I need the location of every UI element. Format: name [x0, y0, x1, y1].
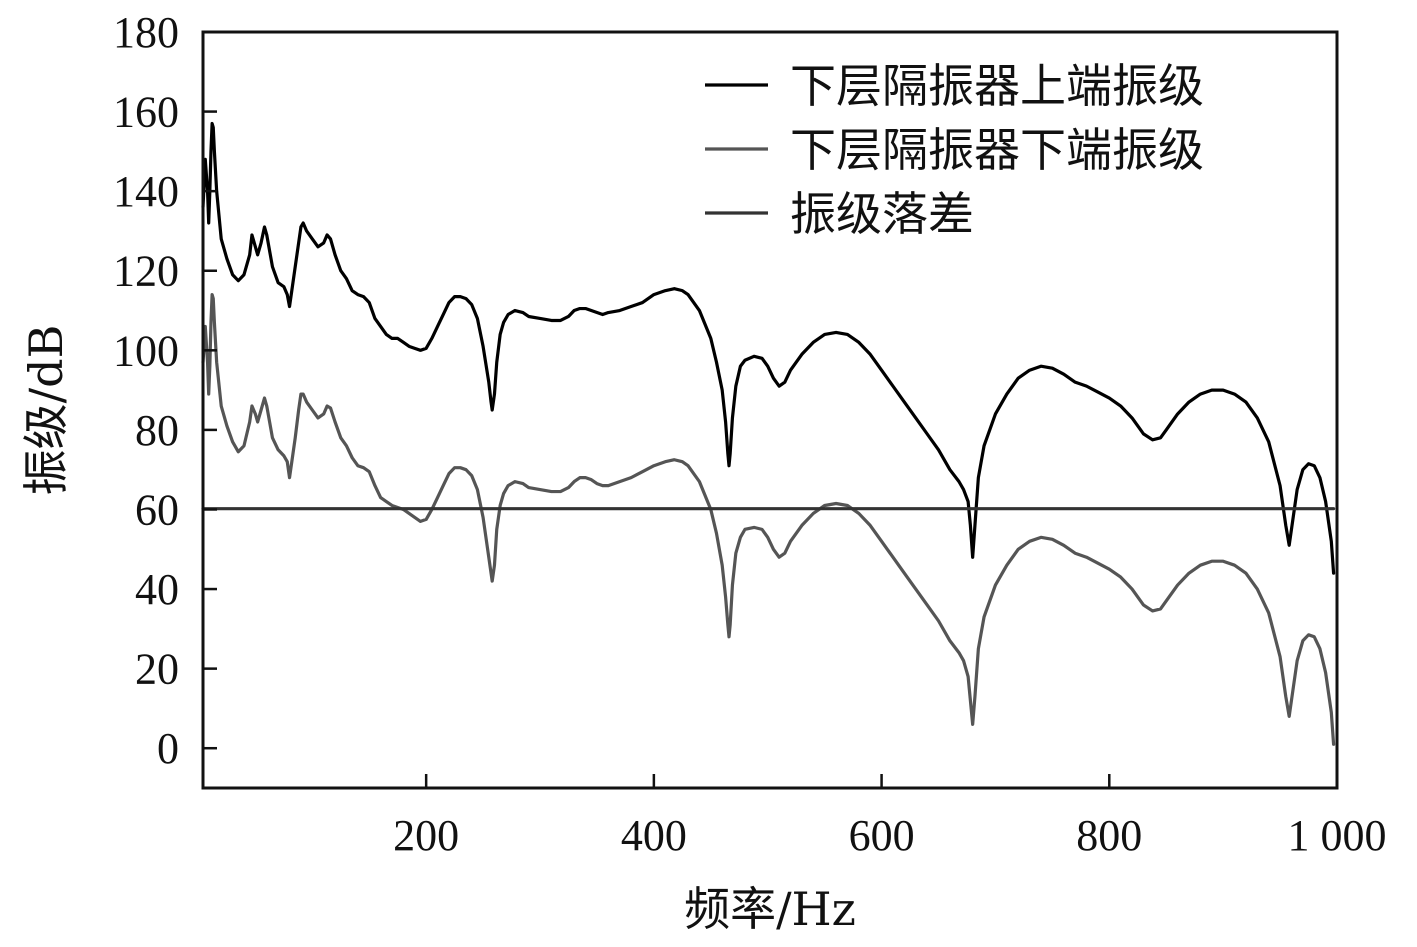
y-axis-title: 振级/dB — [19, 325, 73, 496]
x-tick-label: 200 — [393, 811, 459, 860]
y-tick-label: 180 — [113, 8, 179, 57]
x-tick-label: 1 000 — [1288, 811, 1387, 860]
legend-label-2: 下层隔振器下端振级 — [790, 123, 1204, 177]
y-tick-label: 40 — [135, 565, 179, 614]
plot-frame — [201, 30, 1339, 790]
y-tick-label: 100 — [113, 326, 179, 375]
x-tick-labels: 200 400 600 800 1 000 — [393, 811, 1386, 860]
x-tick-label: 400 — [621, 811, 687, 860]
x-tick-label: 600 — [849, 811, 915, 860]
y-tick-label: 0 — [157, 724, 179, 773]
x-tick-label: 800 — [1076, 811, 1142, 860]
y-tick-labels: 0 20 40 60 80 100 120 140 160 180 — [113, 8, 179, 773]
y-tick-label: 120 — [113, 247, 179, 296]
y-tick-label: 20 — [135, 645, 179, 694]
legend-label-3: 振级落差 — [790, 187, 974, 241]
y-tick-label: 60 — [135, 485, 179, 534]
series-layer — [201, 121, 1336, 746]
series-line-1 — [201, 121, 1336, 575]
series-line-2 — [201, 293, 1336, 746]
legend-label-1: 下层隔振器上端振级 — [790, 59, 1204, 113]
y-tick-label: 80 — [135, 406, 179, 455]
y-tick-label: 160 — [113, 88, 179, 137]
x-axis-title: 频率/Hz — [684, 882, 856, 936]
y-tick-label: 140 — [113, 167, 179, 216]
